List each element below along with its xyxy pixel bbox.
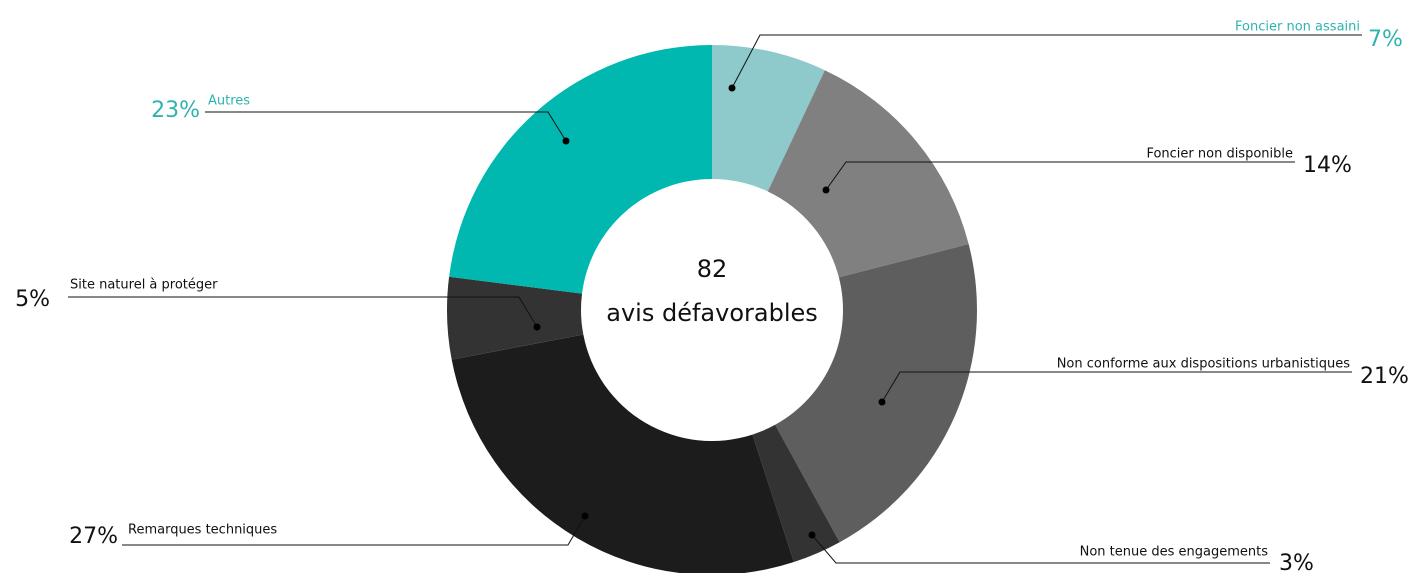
leader-line (811, 534, 1270, 564)
leader-dot (822, 186, 830, 194)
slice-label: Foncier non disponible (1146, 147, 1293, 162)
slice (712, 45, 825, 192)
value-label: 3% (1279, 551, 1314, 573)
slice-label: Remarques techniques (128, 523, 277, 538)
leader-dot (581, 512, 589, 520)
leader-dot (878, 398, 886, 406)
leader-dot (728, 84, 736, 92)
slice-label: Autres (208, 94, 250, 109)
center-label: avis défavorables (606, 299, 818, 327)
leader-dot (562, 137, 570, 145)
leader-dot (533, 323, 541, 331)
value-label: 7% (1368, 27, 1403, 52)
slice (449, 45, 712, 294)
value-label: 14% (1303, 153, 1352, 178)
slice (446, 276, 584, 360)
leader-line (205, 111, 567, 142)
leader-line (122, 515, 586, 546)
center-value: 82 (697, 255, 728, 283)
leader-dot (808, 531, 816, 539)
value-label: 23% (151, 98, 200, 123)
slice-label: Non conforme aux dispositions urbanistiq… (1057, 357, 1351, 372)
slice (451, 334, 794, 573)
value-label: 5% (15, 287, 50, 312)
leader-line (825, 161, 1295, 191)
slice (752, 424, 840, 563)
leader-line (68, 296, 538, 328)
leader-line (731, 34, 1362, 89)
slice-label: Non tenue des engagements (1080, 545, 1269, 560)
value-label: 21% (1360, 364, 1409, 389)
slice-label: Site naturel à protéger (70, 278, 218, 293)
slice (767, 70, 969, 278)
value-label: 27% (69, 524, 118, 549)
leader-line (881, 371, 1352, 403)
slice-label: Foncier non assaini (1235, 20, 1360, 35)
slice (775, 244, 978, 543)
